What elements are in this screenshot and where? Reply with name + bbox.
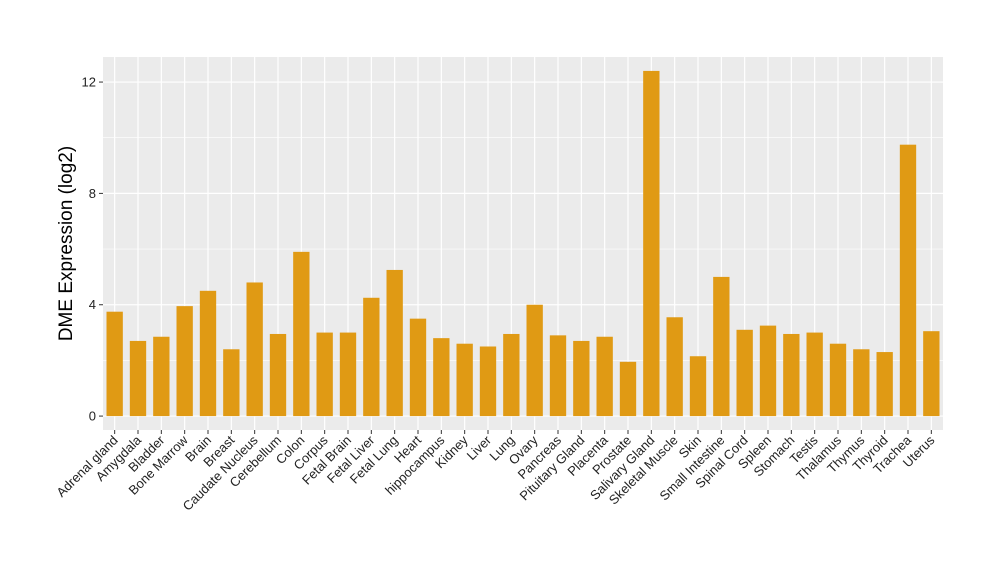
bar [783,333,800,417]
bar [619,361,637,417]
y-tick-label: 8 [89,186,96,201]
bar [479,346,497,417]
y-tick-label: 0 [89,409,96,424]
y-axis: 0 4 8 12 [82,75,103,424]
bar [759,325,777,417]
bar [806,332,823,417]
bar [549,335,567,417]
bar [573,340,590,417]
y-tick-label: 4 [89,297,96,312]
bar [176,306,193,417]
bar [246,282,263,417]
bar [153,336,170,417]
bar [526,304,543,417]
x-tick-label: Liver [464,432,495,463]
bar [316,332,333,417]
bar [456,343,473,417]
bar [129,340,147,417]
bar [223,349,240,417]
bar [106,311,123,417]
bar [433,338,450,417]
bar [899,144,917,417]
bar [853,349,870,417]
bar [876,352,893,417]
bar [596,336,613,417]
y-axis-title: DME Expression (log2) [56,146,77,341]
bar [829,343,847,417]
bar [689,356,707,417]
bar [713,276,730,417]
bar [293,251,310,417]
bars [106,70,940,417]
bar [666,317,683,417]
bar [736,329,753,417]
bar [923,331,940,417]
bar [386,269,403,417]
bar [363,297,380,417]
bar [643,70,660,417]
bar [199,290,217,417]
bar [339,332,357,417]
bar [269,333,287,417]
bar [409,318,427,417]
bar [503,333,520,417]
plot-panel [103,57,943,430]
y-tick-label: 12 [82,75,96,90]
